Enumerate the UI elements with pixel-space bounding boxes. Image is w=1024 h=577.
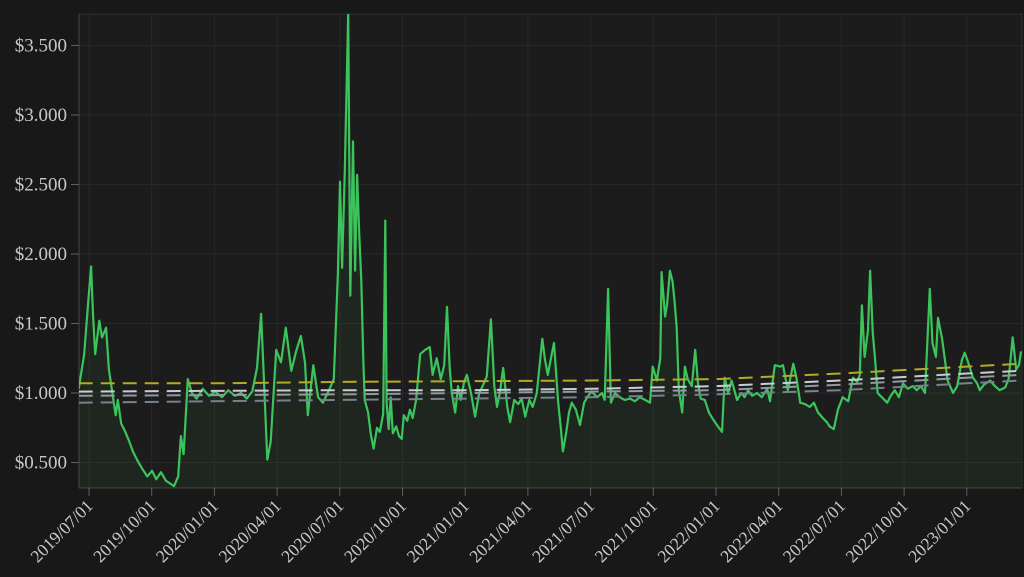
y-tick-label: $3.000 — [15, 105, 67, 126]
x-tick-label: 2023/01/01 — [904, 496, 975, 567]
x-tick-label: 2021/10/01 — [591, 496, 662, 567]
price-area-fill — [79, 14, 1021, 488]
x-tick-label: 2019/10/01 — [89, 496, 160, 567]
x-tick-label: 2022/04/01 — [716, 496, 787, 567]
x-tick-label: 2021/01/01 — [403, 496, 474, 567]
average-yellow-line — [79, 362, 1022, 385]
average-gray-line — [79, 373, 1022, 397]
y-tick-label: $0.500 — [15, 453, 67, 474]
y-tick-label: $2.500 — [15, 175, 67, 196]
x-tick-label: 2020/07/01 — [277, 496, 348, 567]
x-tick-label: 2022/01/01 — [653, 496, 724, 567]
x-tick-label: 2022/07/01 — [779, 496, 850, 567]
plot-area[interactable] — [79, 14, 1022, 488]
x-tick-label: 2021/04/01 — [465, 496, 536, 567]
x-tick-label: 2019/07/01 — [26, 496, 97, 567]
x-tick-label: 2020/04/01 — [214, 496, 285, 567]
y-tick-label: $1.000 — [15, 383, 67, 404]
y-tick-label: $1.500 — [15, 314, 67, 335]
series-group — [79, 14, 1022, 488]
x-tick-label: 2021/07/01 — [528, 496, 599, 567]
y-tick-label: $2.000 — [15, 244, 67, 265]
average-slate-line — [79, 379, 1022, 404]
x-tick-label: 2020/01/01 — [152, 496, 223, 567]
average-light-gray-line — [79, 369, 1022, 393]
y-tick-label: $3.500 — [15, 36, 67, 57]
x-tick-label: 2020/10/01 — [340, 496, 411, 567]
x-tick-label: 2022/10/01 — [841, 496, 912, 567]
price-line — [79, 14, 1022, 488]
